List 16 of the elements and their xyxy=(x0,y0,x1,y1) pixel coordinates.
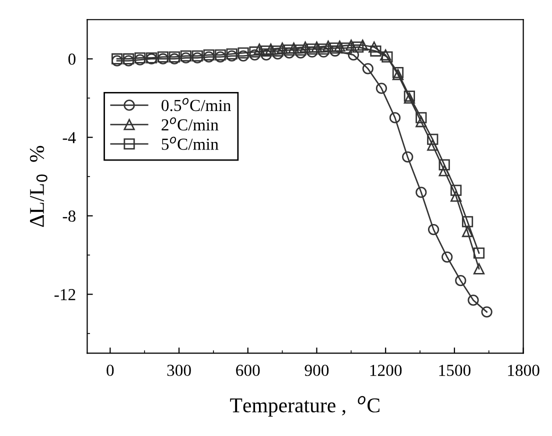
legend-label: 5$^{o}$C/min xyxy=(162,136,218,150)
legend-label: 0.5$^{o}$C/min xyxy=(162,98,231,112)
y-tick-label: -4 xyxy=(62,132,76,144)
legend-label: 2$^{o}$C/min xyxy=(162,117,218,130)
x-tick-label: 300 xyxy=(167,364,191,376)
x-tick-label: 1800 xyxy=(508,364,540,376)
y-tick-label: 0 xyxy=(68,54,76,65)
y-axis-title: ΔL/L$_{0}$ % xyxy=(30,146,48,227)
x-axis-title: Temperature , $^{o}$C xyxy=(230,396,380,417)
x-tick-label: 600 xyxy=(236,364,260,376)
y-tick-label: -12 xyxy=(54,289,76,300)
x-tick-label: 1200 xyxy=(370,364,402,376)
x-tick-label: 900 xyxy=(304,364,329,376)
x-tick-label: 0 xyxy=(106,364,114,376)
y-tick-label: -8 xyxy=(62,210,76,222)
x-tick-label: 1500 xyxy=(439,364,470,376)
